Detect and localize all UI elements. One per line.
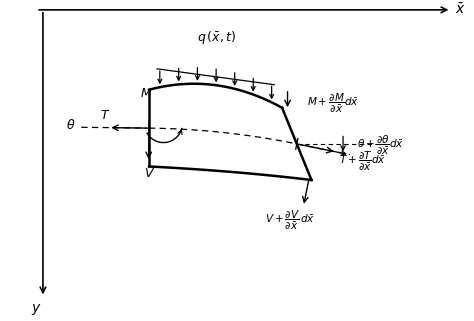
Text: $y$: $y$ — [31, 302, 42, 317]
Text: $T+\dfrac{\partial T}{\partial \bar{x}}d\bar{x}$: $T+\dfrac{\partial T}{\partial \bar{x}}d… — [339, 149, 386, 173]
Text: $\theta+\dfrac{\partial \theta}{\partial \bar{x}}d\bar{x}$: $\theta+\dfrac{\partial \theta}{\partial… — [356, 134, 403, 157]
Text: $V$: $V$ — [144, 167, 155, 180]
Text: $T$: $T$ — [100, 109, 110, 122]
Text: $M+\dfrac{\partial M}{\partial \bar{x}}d\bar{x}$: $M+\dfrac{\partial M}{\partial \bar{x}}d… — [307, 91, 359, 115]
Text: $\theta$: $\theta$ — [66, 118, 76, 132]
Text: $q\,(\bar{x},t)$: $q\,(\bar{x},t)$ — [197, 29, 237, 46]
Text: $\bar{x}$: $\bar{x}$ — [455, 3, 465, 17]
Text: $M$: $M$ — [140, 87, 153, 100]
Text: $V+\dfrac{\partial V}{\partial \bar{x}}\,d\bar{x}$: $V+\dfrac{\partial V}{\partial \bar{x}}\… — [265, 209, 315, 232]
